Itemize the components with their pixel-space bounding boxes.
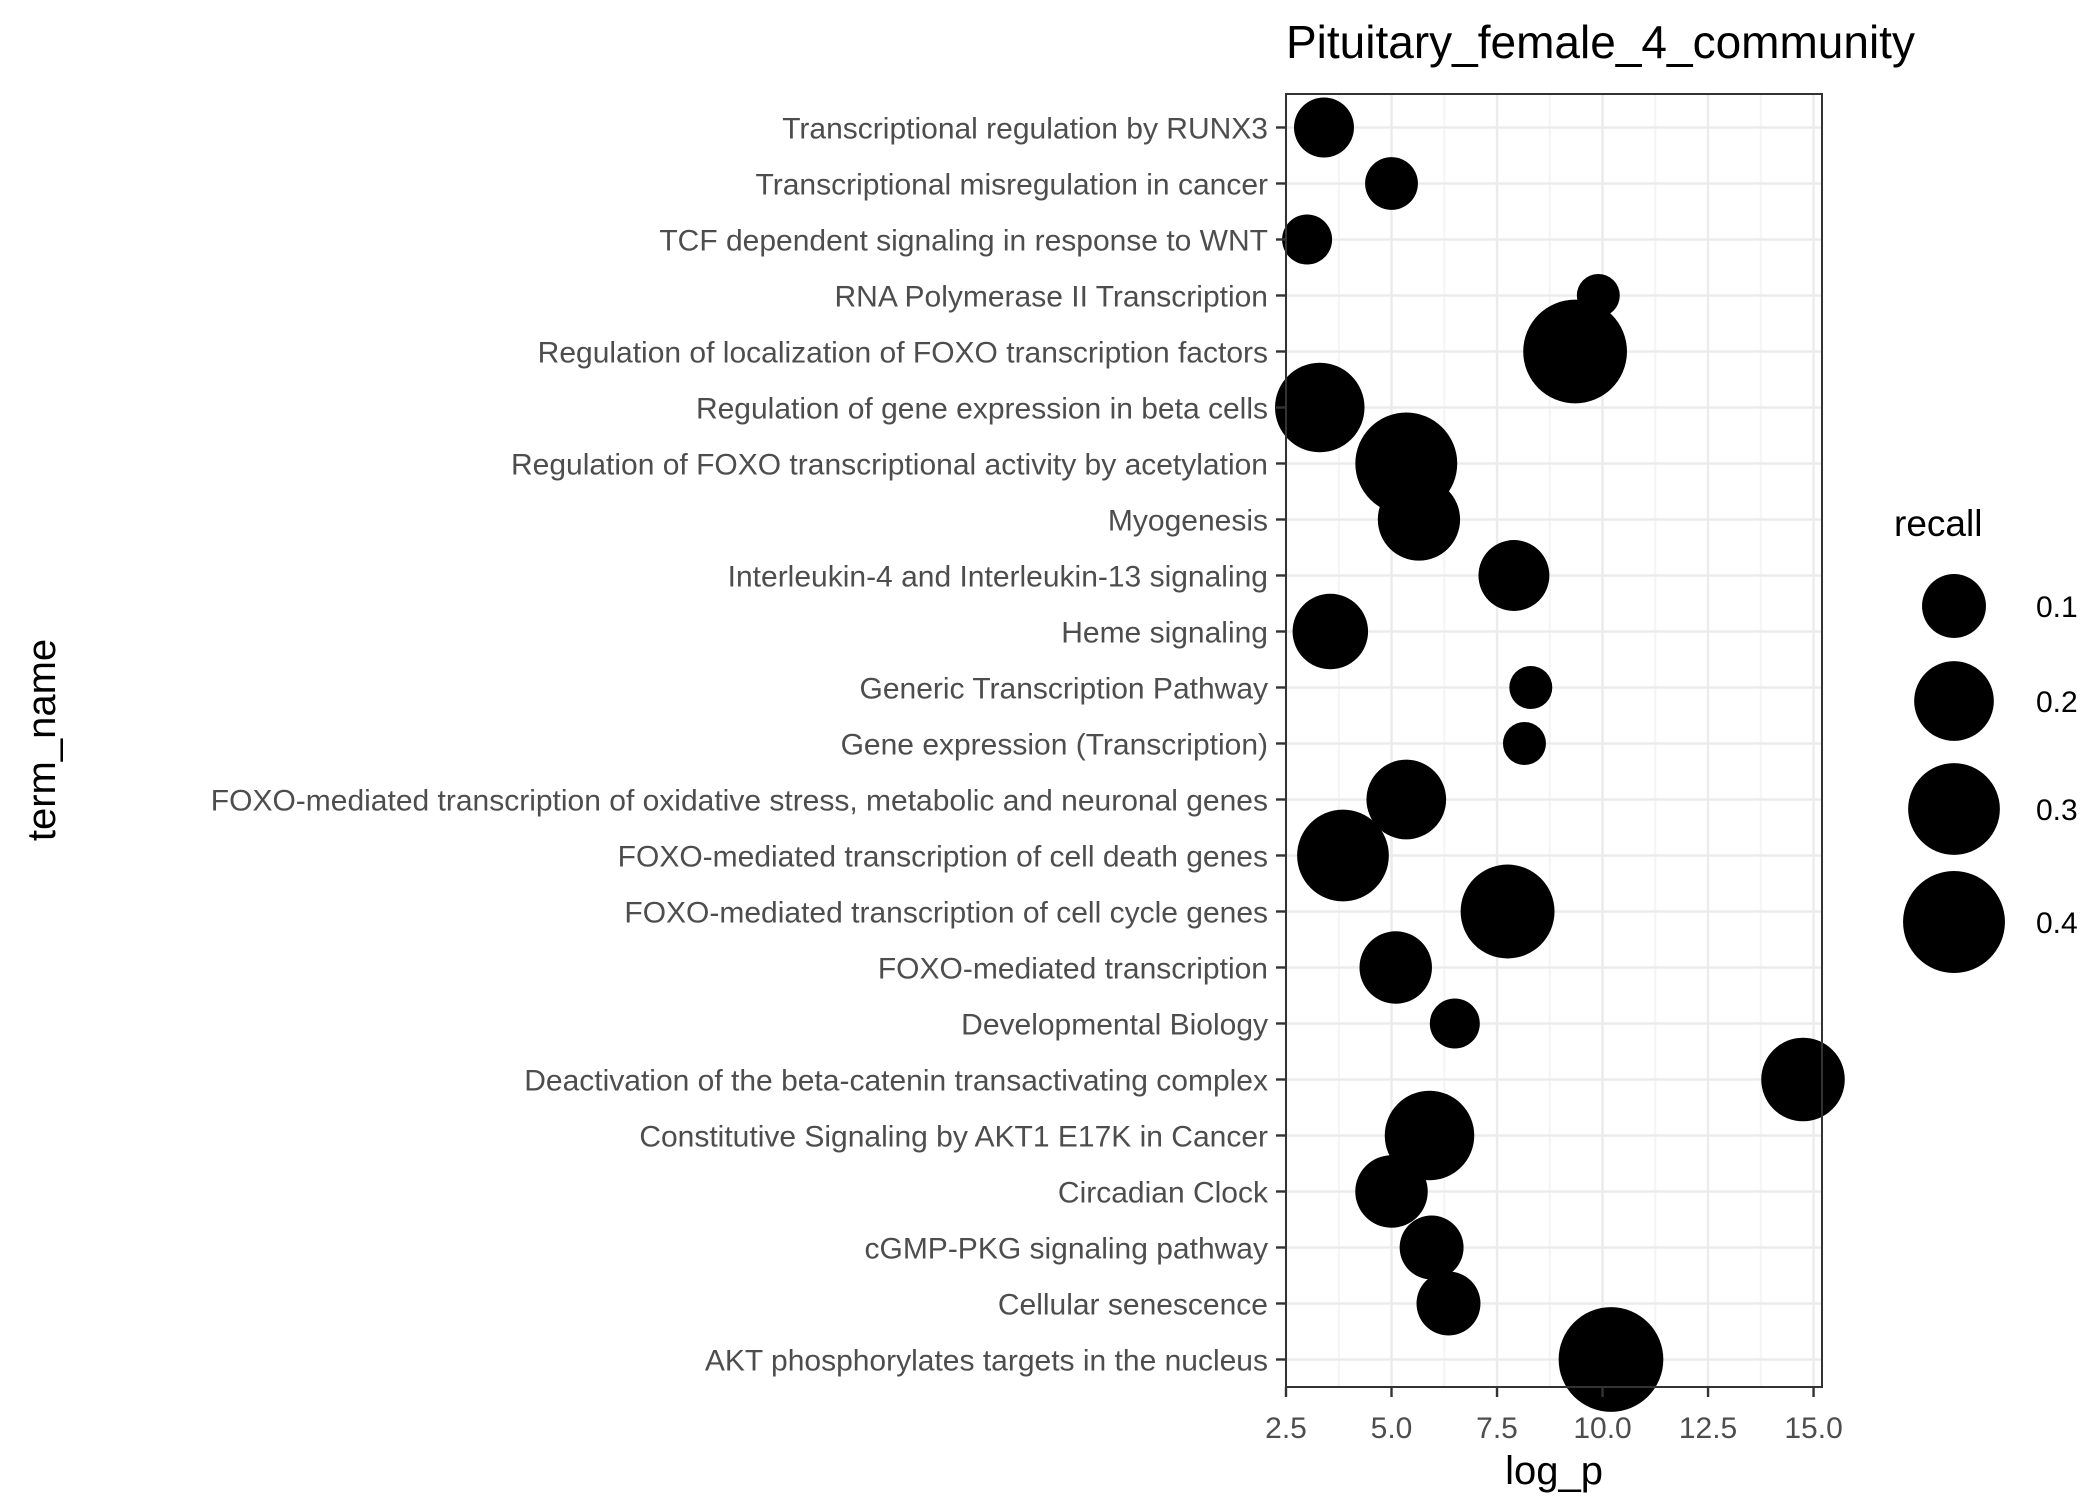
data-point [1509,666,1553,709]
y-tick-label: TCF dependent signaling in response to W… [659,225,1268,258]
data-point [1355,412,1458,515]
legend: recall 0.1 0.2 0.3 0.4 [1894,503,2078,973]
y-axis-title: term_name [20,639,64,841]
y-tick-label: Regulation of localization of FOXO trans… [538,337,1268,370]
y-tick-label: FOXO-mediated transcription of cell cycl… [624,897,1268,930]
y-tick-label: Regulation of FOXO transcriptional activ… [511,449,1268,482]
legend-key [1914,661,1994,741]
data-point [1365,157,1418,210]
y-tick-label: Cellular senescence [998,1289,1268,1322]
y-tick-label: cGMP-PKG signaling pathway [864,1233,1268,1266]
y-tick-label: Myogenesis [1108,505,1268,538]
data-point [1558,1307,1664,1412]
x-axis-title: log_p [1505,1449,1603,1493]
y-tick-label: Circadian Clock [1058,1177,1269,1210]
data-point [1282,214,1333,265]
data-point [1502,722,1546,765]
x-tick-label: 5.0 [1371,1412,1413,1445]
y-tick-label: Heme signaling [1061,617,1268,650]
data-point [1460,864,1555,959]
data-point [1429,998,1480,1049]
data-point [1576,274,1620,317]
data-point [1297,809,1389,902]
y-tick-label: Deactivation of the beta-catenin transac… [524,1065,1268,1098]
x-tick-label: 15.0 [1784,1412,1842,1445]
data-point [1292,593,1369,670]
data-point [1416,1271,1481,1336]
y-tick-label: Gene expression (Transcription) [841,729,1268,762]
x-tick-label: 12.5 [1679,1412,1737,1445]
y-tick-label: FOXO-mediated transcription [878,953,1268,986]
y-tick-label: FOXO-mediated transcription of oxidative… [211,785,1268,818]
data-point [1399,1215,1464,1280]
data-point [1294,97,1354,158]
legend-label: 0.4 [2036,907,2078,940]
legend-key [1922,574,1986,638]
data-point [1275,362,1365,453]
y-tick-label: FOXO-mediated transcription of cell deat… [618,841,1268,874]
y-tick-label: Developmental Biology [961,1009,1268,1042]
x-tick-label: 7.5 [1476,1412,1518,1445]
y-tick-label: Transcriptional regulation by RUNX3 [782,113,1268,146]
x-tick-label: 10.0 [1573,1412,1631,1445]
legend-label: 0.2 [2036,686,2078,719]
data-point [1366,759,1447,840]
y-tick-label: Regulation of gene expression in beta ce… [696,393,1268,426]
legend-label: 0.3 [2036,794,2078,827]
y-axis: AKT phosphorylates targets in the nucleu… [211,113,1286,1378]
data-point [1761,1037,1845,1122]
data-point [1523,299,1627,404]
y-tick-label: Transcriptional misregulation in cancer [756,169,1268,202]
x-tick-label: 2.5 [1265,1412,1307,1445]
data-point [1384,1090,1475,1181]
y-tick-label: Constitutive Signaling by AKT1 E17K in C… [639,1121,1268,1154]
data-point [1359,931,1432,1004]
legend-key [1903,871,2005,973]
y-tick-label: Interleukin-4 and Interleukin-13 signali… [728,561,1268,594]
y-tick-label: RNA Polymerase II Transcription [835,281,1269,314]
legend-title: recall [1894,503,1982,544]
legend-label: 0.1 [2036,591,2078,624]
legend-key [1908,763,2000,855]
y-tick-label: AKT phosphorylates targets in the nucleu… [705,1345,1268,1378]
chart-title: Pituitary_female_4_community [1286,16,1915,68]
data-points [1275,97,1845,1412]
panel-border [1285,93,1823,1388]
data-point [1478,540,1550,611]
x-axis: 2.5 5.0 7.5 10.0 12.5 15.0 [1265,1387,1843,1445]
y-tick-label: Generic Transcription Pathway [859,673,1268,706]
